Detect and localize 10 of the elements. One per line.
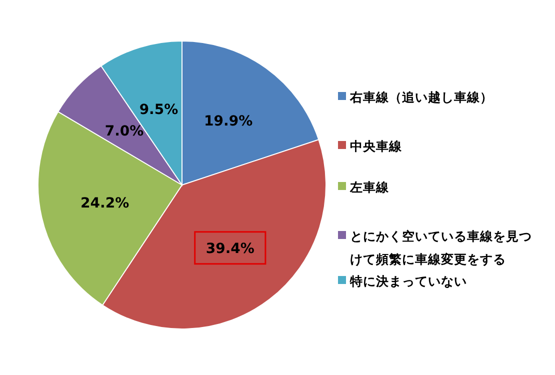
legend-label: 左車線 — [349, 179, 390, 194]
legend-label: とにかく空いている車線を見つけて頻繁に車線変更をする — [350, 228, 532, 266]
legend-label: 中央車線 — [350, 138, 403, 154]
data-label: 7.0% — [104, 124, 144, 140]
legend-label: 右車線（追い越し車線） — [349, 89, 493, 104]
legend-label: 特に決まっていない — [349, 273, 467, 288]
data-label: 19.9% — [204, 114, 253, 130]
data-label: 24.2% — [80, 196, 130, 212]
data-label: 9.5% — [139, 102, 178, 118]
data-label: 39.4% — [206, 240, 254, 257]
